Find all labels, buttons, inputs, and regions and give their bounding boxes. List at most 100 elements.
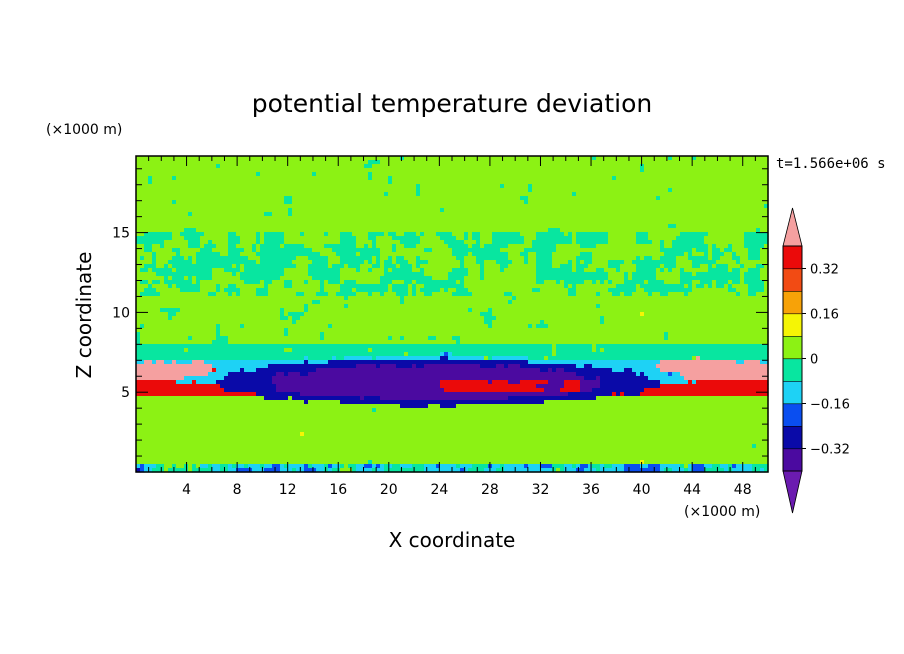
field-cell [372, 164, 641, 169]
field-cell [376, 260, 381, 265]
field-cell [332, 356, 337, 361]
field-cell [380, 248, 393, 253]
field-cell [420, 288, 441, 293]
field-cell [624, 468, 661, 473]
field-cell [684, 268, 709, 273]
field-cell [432, 276, 449, 281]
field-cell [376, 356, 441, 361]
field-cell [304, 232, 325, 237]
field-cell [136, 328, 217, 333]
field-cell [328, 292, 337, 297]
field-cell [380, 280, 393, 285]
field-cell [392, 336, 401, 341]
field-cell [596, 156, 669, 161]
field-cell [136, 360, 145, 365]
colorbar-over-triangle [782, 207, 803, 247]
field-cell [168, 316, 173, 321]
field-cell [580, 260, 585, 265]
field-cell [712, 280, 717, 285]
field-cell [160, 292, 209, 297]
field-cell [704, 464, 713, 469]
field-cell [340, 268, 357, 273]
field-cell [136, 468, 141, 473]
field-cell [280, 464, 285, 469]
field-cell [212, 240, 229, 245]
field-cell [284, 464, 289, 469]
field-cell [240, 292, 257, 297]
field-cell [372, 264, 381, 269]
field-cell [660, 256, 677, 261]
field-cell [464, 284, 565, 289]
field-cell [500, 268, 505, 273]
field-cell [340, 236, 357, 241]
field-cell [496, 468, 505, 473]
field-cell [532, 244, 557, 249]
field-cell [256, 292, 269, 297]
field-cell [400, 300, 405, 305]
field-cell [320, 332, 325, 337]
field-cell [412, 268, 421, 273]
field-cell [308, 304, 345, 309]
field-cell [468, 244, 473, 249]
field-cell [380, 252, 453, 257]
field-cell [340, 464, 345, 469]
field-cell [612, 292, 621, 297]
field-cell [388, 268, 393, 273]
field-cell [588, 464, 593, 469]
field-cell [292, 284, 321, 289]
field-cell [612, 368, 625, 373]
field-cell [468, 468, 485, 473]
field-cell [596, 280, 601, 285]
field-cell [752, 464, 769, 469]
field-cell [136, 268, 141, 273]
field-cell [564, 384, 581, 389]
field-cell [272, 212, 289, 217]
field-cell [736, 252, 749, 257]
field-cell [136, 452, 769, 457]
field-cell [200, 244, 205, 249]
field-cell [468, 236, 473, 241]
field-cell [328, 280, 341, 285]
field-cell [504, 268, 537, 273]
field-cell [240, 368, 245, 373]
y-tick-label: 10 [112, 305, 130, 321]
field-cell [196, 252, 221, 257]
field-cell [292, 320, 297, 325]
field-cell [564, 380, 581, 385]
field-cell [404, 256, 417, 261]
field-cell [596, 292, 601, 297]
field-cell [312, 300, 321, 305]
field-cell [136, 440, 769, 445]
field-cell [300, 316, 485, 321]
field-cell [324, 332, 665, 337]
field-cell [412, 292, 417, 297]
field-cell [480, 240, 493, 245]
field-cell [448, 272, 469, 277]
colorbar-bin [782, 425, 803, 450]
field-cell [536, 324, 549, 329]
field-cell [604, 320, 769, 325]
field-cell [688, 292, 737, 297]
field-cell [372, 240, 377, 245]
field-cell [416, 280, 457, 285]
field-cell [680, 232, 709, 237]
field-cell [408, 260, 417, 265]
field-cell [520, 196, 529, 201]
field-cell [460, 464, 473, 469]
field-cell [676, 256, 689, 261]
field-cell [372, 464, 377, 469]
field-cell [152, 252, 157, 257]
field-cell [480, 232, 493, 237]
field-cell [228, 244, 237, 249]
field-cell [220, 324, 241, 329]
field-cell [232, 464, 237, 469]
x-axis-ticks: 4 8 12 16 20 24 28 32 36 40 44 48 [148, 156, 756, 498]
field-cell [544, 400, 769, 405]
field-cell [264, 396, 289, 401]
field-cell [756, 264, 765, 269]
field-cell [216, 284, 221, 289]
field-cell [288, 312, 305, 317]
field-cell [380, 264, 385, 269]
field-cell [224, 376, 273, 381]
field-cell [668, 156, 673, 161]
